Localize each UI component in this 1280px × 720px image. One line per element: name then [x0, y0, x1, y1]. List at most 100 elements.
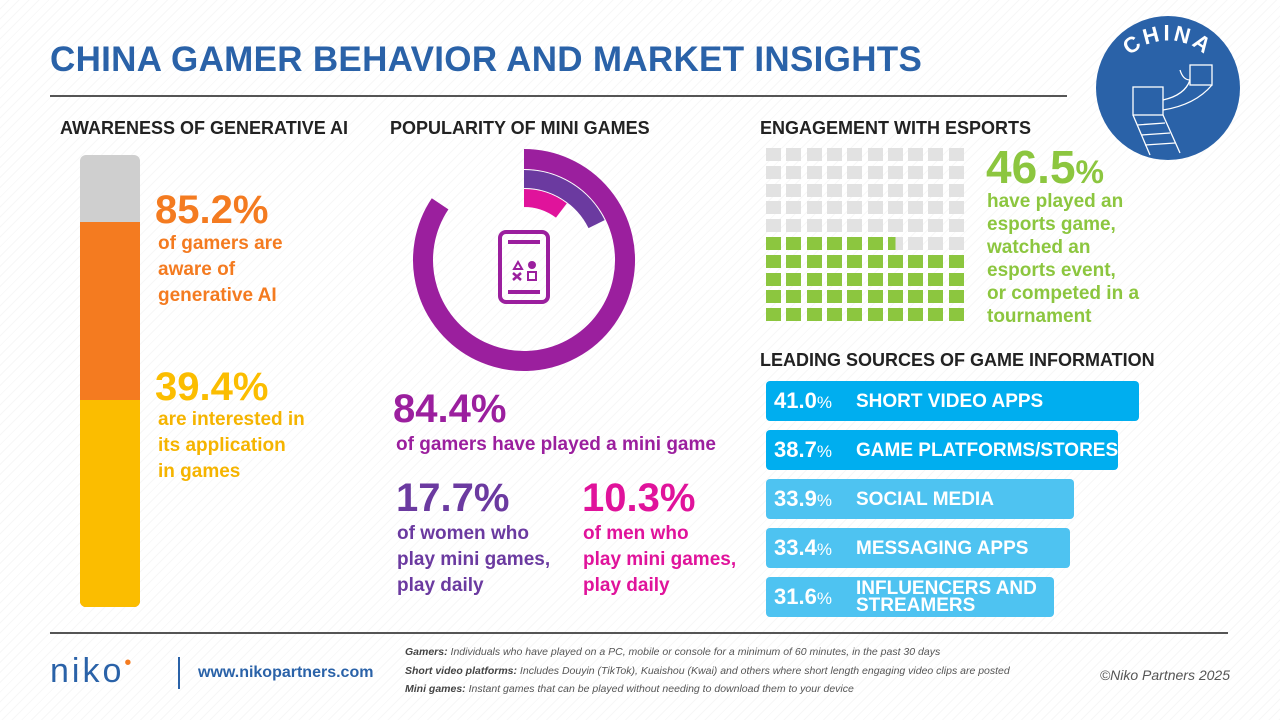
waffle-cell — [867, 290, 883, 304]
waffle-cell — [887, 254, 903, 268]
waffle-cell — [948, 219, 964, 233]
waffle-cell — [826, 237, 842, 250]
source-value: 38.7% — [774, 437, 832, 462]
waffle-cell — [908, 219, 924, 233]
source-value: 33.4% — [774, 535, 832, 560]
source-bar: 31.6% INFLUENCERS AND STREAMERS — [766, 577, 1054, 617]
waffle-cell — [766, 290, 781, 304]
waffle-cell — [766, 219, 781, 233]
waffle-cell — [786, 183, 802, 197]
waffle-cell — [928, 219, 944, 233]
website-link[interactable]: www.nikopartners.com — [198, 664, 374, 681]
waffle-cell — [887, 148, 903, 161]
ai-heading: AWARENESS OF GENERATIVE AI — [60, 118, 349, 138]
aware-text: of gamers are aware of generative AI — [158, 233, 283, 306]
waffle-cell — [847, 201, 863, 215]
waffle-cell — [847, 148, 863, 161]
waffle-cell — [887, 290, 903, 304]
interested-segment — [80, 400, 140, 607]
waffle-cell — [908, 254, 924, 268]
waffle-cell — [786, 254, 802, 268]
source-bar: 38.7% GAME PLATFORMS/STORES — [766, 430, 1119, 470]
waffle-cell — [766, 254, 781, 268]
source-bar: 33.4% MESSAGING APPS — [766, 528, 1070, 568]
waffle-cell — [766, 272, 781, 286]
source-value: 41.0% — [774, 388, 832, 413]
great-wall-icon — [1132, 64, 1213, 156]
waffle-cell — [887, 308, 903, 322]
waffle-cell — [766, 237, 781, 250]
waffle-cell — [847, 165, 863, 179]
ring-men — [523, 188, 567, 218]
ai-awareness-bar — [80, 155, 140, 607]
waffle-cell — [766, 165, 781, 179]
waffle-cell — [867, 219, 883, 233]
page-title: CHINA GAMER BEHAVIOR AND MARKET INSIGHTS — [50, 40, 923, 79]
waffle-cell — [806, 272, 822, 286]
esports-heading: ENGAGEMENT WITH ESPORTS — [760, 118, 1032, 138]
waffle-cell — [948, 272, 964, 286]
source-label: INFLUENCERS AND STREAMERS — [856, 578, 1037, 616]
waffle-cell — [806, 308, 822, 322]
waffle-cell — [847, 272, 863, 286]
waffle-cell — [928, 272, 944, 286]
waffle-cell — [806, 201, 822, 215]
waffle-cell — [826, 290, 842, 304]
waffle-cell — [826, 219, 842, 233]
waffle-cell — [948, 201, 964, 215]
waffle-cell — [786, 165, 802, 179]
waffle-cell — [908, 308, 924, 322]
waffle-cell — [948, 148, 964, 161]
niko-logo: niko• — [50, 652, 135, 690]
esports-waffle — [766, 148, 966, 326]
mini-heading: POPULARITY OF MINI GAMES — [390, 118, 650, 138]
waffle-cell — [806, 183, 822, 197]
waffle-cell — [867, 183, 883, 197]
waffle-cell — [826, 272, 842, 286]
waffle-cell — [826, 308, 842, 322]
waffle-cell — [826, 183, 842, 197]
waffle-cell — [847, 183, 863, 197]
waffle-cell — [867, 201, 883, 215]
waffle-cell — [826, 201, 842, 215]
waffle-cell — [786, 201, 802, 215]
waffle-cell — [786, 272, 802, 286]
source-value: 33.9% — [774, 486, 832, 511]
waffle-cell — [887, 272, 903, 286]
waffle-cell — [908, 237, 924, 250]
waffle-cell — [867, 272, 883, 286]
mini-games-rings — [413, 149, 636, 371]
waffle-cell — [766, 201, 781, 215]
waffle-cell — [847, 237, 863, 250]
waffle-cell — [786, 219, 802, 233]
china-badge: CHINA — [1096, 16, 1240, 160]
men-value: 10.3% — [582, 476, 696, 520]
waffle-cell — [948, 254, 964, 268]
men-text: of men who play mini games, play daily — [583, 523, 737, 596]
waffle-cell — [908, 201, 924, 215]
waffle-cell — [806, 219, 822, 233]
source-label: SHORT VIDEO APPS — [856, 390, 1044, 412]
interest-value: 39.4% — [155, 365, 269, 409]
ring-played — [413, 149, 636, 371]
waffle-cell — [806, 237, 822, 250]
waffle-cell — [867, 254, 883, 268]
waffle-cell — [948, 290, 964, 304]
waffle-cell — [867, 165, 883, 179]
waffle-cell — [948, 165, 964, 179]
footnotes: Gamers: Individuals who have played on a… — [405, 646, 1010, 695]
waffle-cell — [766, 183, 781, 197]
waffle-cell — [928, 290, 944, 304]
waffle-cell — [867, 237, 883, 250]
source-value: 31.6% — [774, 584, 832, 609]
women-text: of women who play mini games, play daily — [397, 523, 551, 596]
waffle-cell — [928, 183, 944, 197]
waffle-cell — [847, 254, 863, 268]
title-divider — [50, 95, 1067, 97]
copyright: ©Niko Partners 2025 — [1099, 667, 1230, 683]
waffle-cell — [806, 148, 822, 161]
footer-divider — [50, 632, 1228, 634]
waffle-cell — [867, 308, 883, 322]
waffle-cell — [887, 165, 903, 179]
mini-value: 84.4% — [393, 387, 507, 431]
